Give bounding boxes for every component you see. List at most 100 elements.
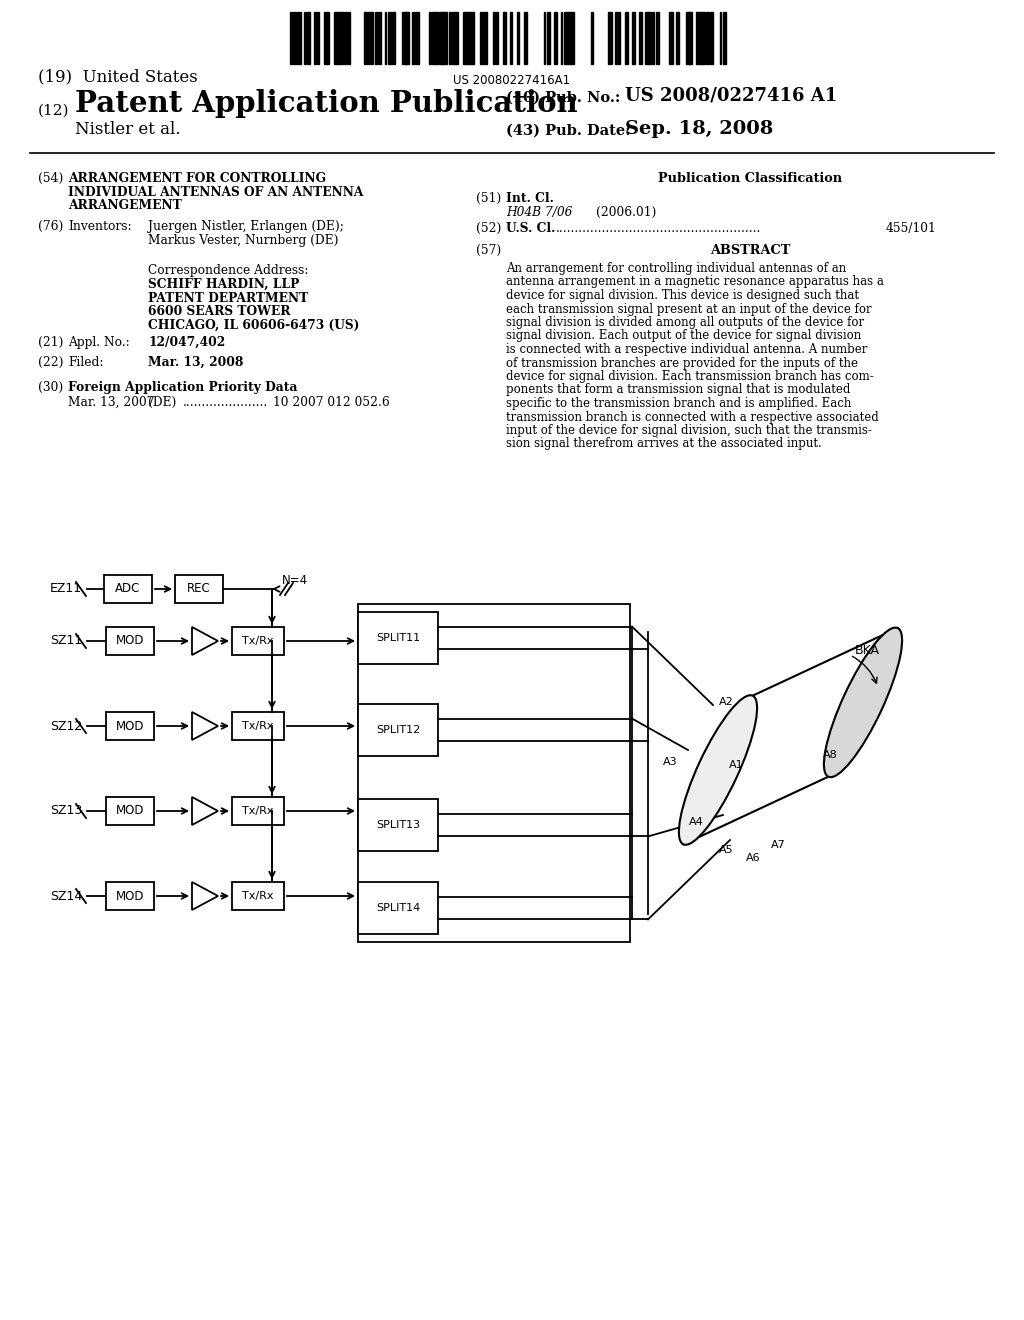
Text: Juergen Nistler, Erlangen (DE);: Juergen Nistler, Erlangen (DE); [148,220,344,234]
Text: A3: A3 [663,756,677,767]
Text: (19)  United States: (19) United States [38,69,198,84]
Bar [385,12,386,63]
Bar [676,12,679,63]
Text: device for signal division. This device is designed such that: device for signal division. This device … [506,289,859,302]
Bar [232,882,284,909]
Bar [450,12,452,63]
Bar [466,12,469,63]
Bar [391,12,395,63]
Bar [571,12,573,63]
Text: MOD: MOD [116,635,144,648]
Text: Patent Application Publication: Patent Application Publication [75,88,578,117]
Text: Mar. 13, 2008: Mar. 13, 2008 [148,356,244,370]
Text: A2: A2 [719,697,733,708]
Text: (21): (21) [38,337,63,348]
Text: input of the device for signal division, such that the transmis-: input of the device for signal division,… [506,424,871,437]
Polygon shape [193,711,218,741]
Bar [175,576,223,603]
Text: (57): (57) [476,244,502,257]
Bar [625,12,628,63]
Bar [106,797,154,825]
Bar [415,12,419,63]
Text: A7: A7 [771,840,785,850]
Bar [439,12,442,63]
Text: SCHIFF HARDIN, LLP: SCHIFF HARDIN, LLP [148,279,299,290]
Text: SPLIT13: SPLIT13 [376,820,420,830]
Text: MOD: MOD [116,719,144,733]
Bar [699,12,703,63]
Bar [372,12,373,63]
Text: SPLIT12: SPLIT12 [376,725,420,735]
Text: is connected with a respective individual antenna. A number: is connected with a respective individua… [506,343,867,356]
Text: An arrangement for controlling individual antennas of an: An arrangement for controlling individua… [506,261,846,275]
Bar [378,12,381,63]
Text: CHICAGO, IL 60606-6473 (US): CHICAGO, IL 60606-6473 (US) [148,318,359,331]
Text: SZ14: SZ14 [50,890,82,903]
Text: US 2008/0227416 A1: US 2008/0227416 A1 [625,87,838,106]
Ellipse shape [824,627,902,777]
Bar [232,711,284,741]
Text: ARRANGEMENT: ARRANGEMENT [68,199,181,213]
Text: A6: A6 [745,853,760,863]
Text: PATENT DEPARTMENT: PATENT DEPARTMENT [148,292,308,305]
Bar [104,576,152,603]
Bar [463,12,466,63]
Text: signal division. Each output of the device for signal division: signal division. Each output of the devi… [506,330,861,342]
Bar [608,12,612,63]
Bar [564,12,568,63]
Polygon shape [193,797,218,825]
Bar [483,12,486,63]
Bar [649,12,651,63]
Bar [368,12,371,63]
Bar [324,12,327,63]
Text: U.S. Cl.: U.S. Cl. [506,222,555,235]
Bar [232,627,284,655]
Text: SPLIT11: SPLIT11 [376,634,420,643]
Text: H04B 7/06: H04B 7/06 [506,206,572,219]
Polygon shape [193,627,218,655]
Text: REC: REC [187,582,211,595]
Bar [473,12,474,63]
Text: MOD: MOD [116,890,144,903]
Bar [707,12,709,63]
Text: 12/047,402: 12/047,402 [148,337,225,348]
Bar [618,12,621,63]
Bar [567,12,571,63]
Bar [365,12,367,63]
Text: INDIVIDUAL ANTENNAS OF AN ANTENNA: INDIVIDUAL ANTENNAS OF AN ANTENNA [68,186,364,198]
Bar [358,799,438,851]
Bar [497,12,499,63]
Bar [445,12,447,63]
Text: Publication Classification: Publication Classification [658,172,842,185]
Text: Inventors:: Inventors: [68,220,132,234]
Text: 6600 SEARS TOWER: 6600 SEARS TOWER [148,305,291,318]
Bar [547,12,551,63]
Text: Tx/Rx: Tx/Rx [243,721,273,731]
Text: ABSTRACT: ABSTRACT [710,244,791,257]
Text: MOD: MOD [116,804,144,817]
Text: (76): (76) [38,220,63,234]
Text: (10) Pub. No.:: (10) Pub. No.: [506,91,621,106]
Text: ADC: ADC [116,582,140,595]
Bar [106,627,154,655]
Bar [303,12,305,63]
Bar [723,12,726,63]
Text: EZ11: EZ11 [50,582,82,595]
Bar [412,12,414,63]
Text: .....................................................: ........................................… [556,222,762,235]
Text: Filed:: Filed: [68,356,103,370]
Bar [358,605,630,942]
Bar [523,12,526,63]
Bar [297,12,301,63]
Bar [720,12,721,63]
Bar [561,12,562,63]
Text: Tx/Rx: Tx/Rx [243,891,273,902]
Bar [494,12,495,63]
Text: Tx/Rx: Tx/Rx [243,807,273,816]
Text: (52): (52) [476,222,502,235]
Bar [344,12,346,63]
Text: antenna arrangement in a magnetic resonance apparatus has a: antenna arrangement in a magnetic resona… [506,276,884,289]
Bar [517,12,519,63]
Bar [544,12,545,63]
Ellipse shape [679,696,757,845]
